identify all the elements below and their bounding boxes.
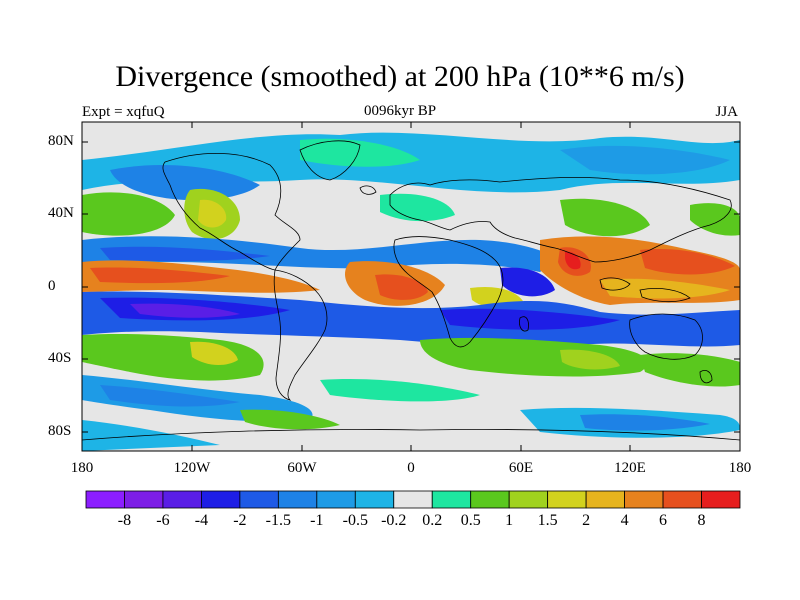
colorbar-label: 0.5 <box>460 512 481 529</box>
lon-tick-label: 120E <box>614 460 646 476</box>
coastline <box>699 370 713 384</box>
field-region <box>375 274 428 300</box>
colorbar <box>85 490 741 509</box>
field-region <box>640 249 735 275</box>
lon-tick-label: 60E <box>508 460 534 476</box>
colorbar-swatch <box>624 490 664 509</box>
field-region <box>440 308 620 330</box>
colorbar-label: -4 <box>194 512 209 529</box>
field-region <box>190 341 238 366</box>
colorbar-swatch <box>85 490 125 509</box>
colorbar-label: -6 <box>156 512 170 529</box>
lon-tick-label: 0 <box>407 460 415 476</box>
colorbar-label: -2 <box>233 512 247 529</box>
field-region <box>560 349 620 370</box>
field-region <box>110 165 260 201</box>
field-region <box>640 353 740 387</box>
colorbar-label: 1 <box>505 512 514 529</box>
lat-tick-label: 0 <box>48 278 56 294</box>
field-region <box>565 251 581 270</box>
field-layer <box>82 122 740 451</box>
field-region <box>560 145 730 175</box>
lat-tick-label: 80S <box>48 423 72 439</box>
colorbar-label: 8 <box>697 512 706 529</box>
lat-tick-label: 40S <box>48 350 72 366</box>
colorbar-swatch <box>162 490 202 509</box>
lat-tick-label: 80N <box>48 133 74 149</box>
field-region <box>580 414 710 431</box>
colorbar-swatch <box>316 490 356 509</box>
coastline <box>629 313 703 360</box>
field-region <box>240 409 340 430</box>
colorbar-label: -1 <box>310 512 324 529</box>
colorbar-label: 0.2 <box>422 512 443 529</box>
coastline <box>519 316 529 332</box>
colorbar-label: 2 <box>582 512 591 529</box>
colorbar-swatch <box>201 490 241 509</box>
field-region <box>198 199 227 228</box>
field-region <box>300 138 420 167</box>
field-region <box>82 192 175 236</box>
coastline <box>389 176 732 263</box>
colorbar-swatch <box>124 490 164 509</box>
coastline <box>273 269 328 401</box>
colorbar-label: -0.2 <box>381 512 407 529</box>
colorbar-label: -0.5 <box>342 512 368 529</box>
colorbar-swatch <box>508 490 549 509</box>
field-region <box>320 379 480 402</box>
colorbar-swatch <box>354 490 395 509</box>
coastline <box>359 185 377 195</box>
lon-tick-label: 180 <box>70 460 94 476</box>
coastline <box>599 277 631 291</box>
coastlines <box>82 140 740 441</box>
colorbar-swatch <box>701 490 741 509</box>
field-region <box>90 267 230 284</box>
colorbar-label: 4 <box>620 512 629 529</box>
colorbar-label: -8 <box>117 512 132 529</box>
colorbar-label: 6 <box>659 512 668 529</box>
field-region <box>130 303 240 318</box>
field-region <box>500 267 555 297</box>
field-region <box>380 193 455 222</box>
coastline <box>393 236 504 348</box>
colorbar-label: 1.5 <box>537 512 558 529</box>
experiment-label: Expt = xqfuQ <box>82 104 165 120</box>
coastline <box>162 152 301 271</box>
field-region <box>100 385 240 407</box>
field-region <box>560 198 650 237</box>
coastline <box>82 429 740 441</box>
colorbar-swatch <box>277 490 318 509</box>
colorbar-swatch <box>662 490 702 509</box>
colorbar-swatch <box>393 490 433 509</box>
colorbar-swatch <box>239 490 279 509</box>
lon-tick-label: 60W <box>287 460 317 476</box>
colorbar-swatch <box>585 490 625 509</box>
colorbar-swatch <box>470 490 510 509</box>
period-label: 0096kyr BP <box>363 103 437 119</box>
colorbar-label: -1.5 <box>265 512 292 529</box>
field-region <box>100 246 270 262</box>
colorbar-swatch <box>547 490 587 509</box>
season-label: JJA <box>715 104 738 120</box>
lon-tick-label: 180 <box>728 460 752 476</box>
axis-ticks <box>81 122 741 451</box>
colorbar-swatch <box>431 490 472 509</box>
field-region <box>82 236 560 272</box>
lon-tick-label: 120W <box>173 460 211 476</box>
lat-tick-label: 40N <box>48 205 74 221</box>
coastline <box>299 140 361 181</box>
coastline <box>639 288 691 303</box>
map-title: Divergence (smoothed) at 200 hPa (10**6 … <box>115 60 685 93</box>
